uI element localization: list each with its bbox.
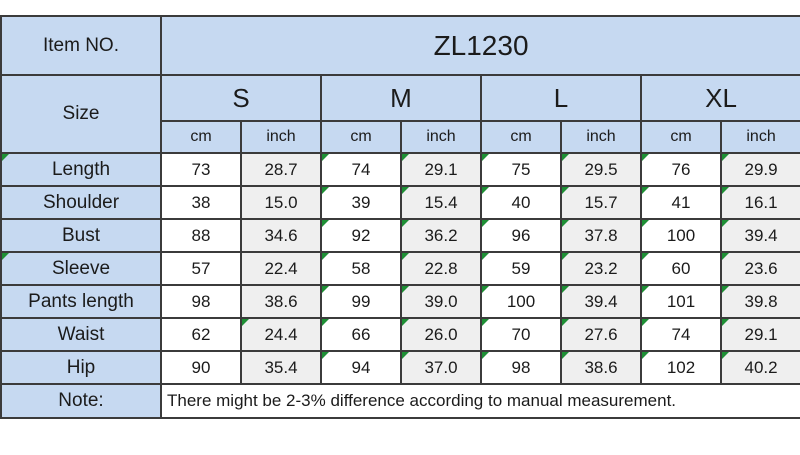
size-label: Size: [0, 74, 162, 154]
unit-header-inch: inch: [240, 120, 322, 154]
cell: 74: [640, 317, 722, 352]
cell: 40.2: [719, 350, 800, 385]
unit-header-cm: cm: [320, 120, 402, 154]
row-label: Waist: [0, 317, 162, 352]
cell: 37.8: [560, 218, 642, 253]
cell: 29.5: [560, 152, 642, 187]
unit-header-cm: cm: [160, 120, 242, 154]
cell: 102: [640, 350, 722, 385]
cell: 29.1: [719, 317, 800, 352]
cell: 39.0: [400, 284, 482, 319]
unit-header-inch: inch: [400, 120, 482, 154]
cell: 88: [160, 218, 242, 253]
cell: 94: [320, 350, 402, 385]
cell: 38: [160, 185, 242, 220]
cell: 27.6: [560, 317, 642, 352]
cell: 22.8: [400, 251, 482, 286]
cell: 99: [320, 284, 402, 319]
cell: 75: [480, 152, 562, 187]
cell: 29.1: [400, 152, 482, 187]
cell: 22.4: [240, 251, 322, 286]
cell: 59: [480, 251, 562, 286]
unit-header-cm: cm: [640, 120, 722, 154]
row-label: Bust: [0, 218, 162, 253]
note-label: Note:: [0, 383, 162, 419]
cell: 24.4: [240, 317, 322, 352]
cell: 98: [480, 350, 562, 385]
cell: 23.2: [560, 251, 642, 286]
cell: 74: [320, 152, 402, 187]
cell: 92: [320, 218, 402, 253]
cell: 70: [480, 317, 562, 352]
size-chart-table: Item NO. ZL1230 Size S M L XL cm inch cm…: [0, 15, 800, 419]
cell: 15.4: [400, 185, 482, 220]
size-group-s: S: [160, 74, 322, 122]
cell: 26.0: [400, 317, 482, 352]
cell: 39.4: [719, 218, 800, 253]
cell: 100: [480, 284, 562, 319]
row-label: Hip: [0, 350, 162, 385]
table-row: Shoulder 38 15.0 39 15.4 40 15.7 41 16.1: [0, 185, 800, 220]
cell: 40: [480, 185, 562, 220]
row-label: Length: [0, 152, 162, 187]
cell: 73: [160, 152, 242, 187]
cell: 36.2: [400, 218, 482, 253]
cell: 66: [320, 317, 402, 352]
size-group-m: M: [320, 74, 482, 122]
row-label: Sleeve: [0, 251, 162, 286]
cell: 15.7: [560, 185, 642, 220]
size-group-xl: XL: [639, 74, 800, 122]
row-label: Shoulder: [0, 185, 162, 220]
unit-header-row: cm inch cm inch cm inch cm inch: [1, 120, 800, 154]
cell: 28.7: [240, 152, 322, 187]
table-row: Sleeve 57 22.4 58 22.8 59 23.2 60 23.6: [0, 251, 800, 286]
cell: 35.4: [240, 350, 322, 385]
cell: 101: [640, 284, 722, 319]
cell: 98: [160, 284, 242, 319]
table-row: Bust 88 34.6 92 36.2 96 37.8 100 39.4: [0, 218, 800, 253]
note-text: There might be 2-3% difference according…: [159, 383, 800, 419]
cell: 58: [320, 251, 402, 286]
cell: 38.6: [560, 350, 642, 385]
cell: 39.4: [560, 284, 642, 319]
cell: 23.6: [719, 251, 800, 286]
cell: 76: [640, 152, 722, 187]
cell: 62: [160, 317, 242, 352]
cell: 15.0: [240, 185, 322, 220]
item-number-label: Item NO.: [0, 15, 162, 76]
cell: 100: [640, 218, 722, 253]
cell: 41: [640, 185, 722, 220]
unit-header-cm: cm: [480, 120, 562, 154]
size-group-l: L: [480, 74, 642, 122]
row-label: Pants length: [0, 284, 162, 319]
table-row: Length 73 28.7 74 29.1 75 29.5 76 29.9: [0, 152, 800, 187]
unit-header-inch: inch: [719, 120, 800, 154]
table-row: Pants length 98 38.6 99 39.0 100 39.4 10…: [0, 284, 800, 319]
cell: 90: [160, 350, 242, 385]
note-row: Note: There might be 2-3% difference acc…: [0, 383, 800, 419]
cell: 37.0: [400, 350, 482, 385]
item-number-row: Item NO. ZL1230: [0, 15, 800, 76]
cell: 60: [640, 251, 722, 286]
cell: 16.1: [719, 185, 800, 220]
item-number-value: ZL1230: [159, 15, 800, 76]
cell: 96: [480, 218, 562, 253]
cell: 39.8: [719, 284, 800, 319]
cell: 57: [160, 251, 242, 286]
cell: 34.6: [240, 218, 322, 253]
cell: 29.9: [719, 152, 800, 187]
cell: 38.6: [240, 284, 322, 319]
table-row: Waist 62 24.4 66 26.0 70 27.6 74 29.1: [0, 317, 800, 352]
table-row: Hip 90 35.4 94 37.0 98 38.6 102 40.2: [0, 350, 800, 385]
unit-header-inch: inch: [560, 120, 642, 154]
cell: 39: [320, 185, 402, 220]
size-header-row: Size S M L XL: [0, 74, 800, 154]
